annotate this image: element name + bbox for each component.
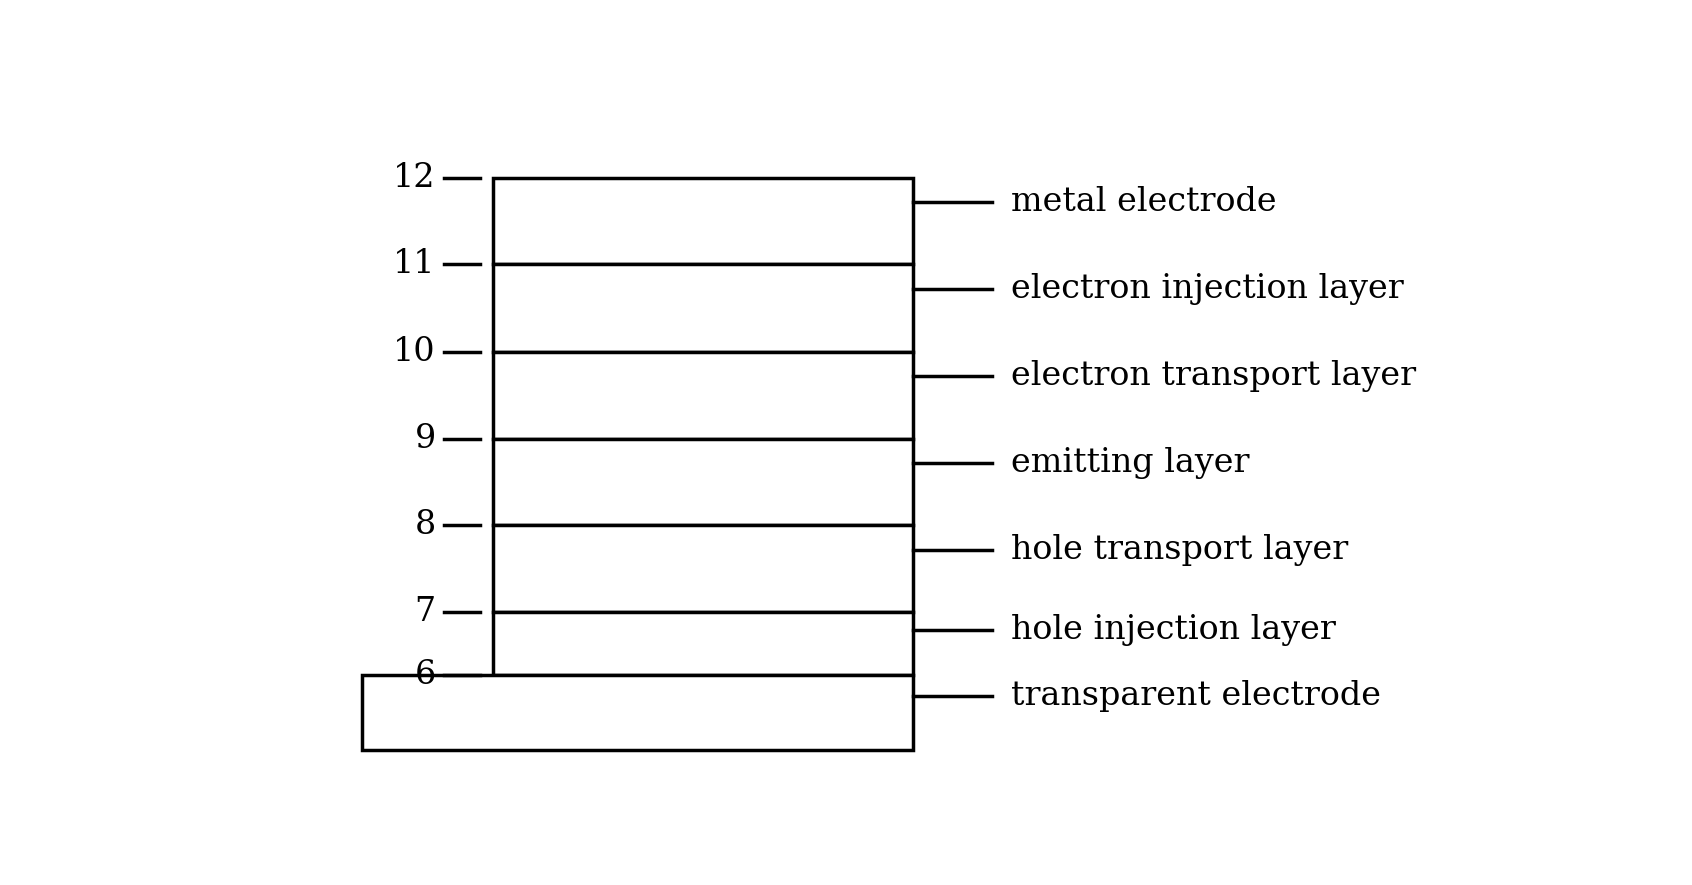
Text: electron transport layer: electron transport layer (1012, 360, 1416, 392)
FancyBboxPatch shape (494, 439, 914, 526)
Text: 7: 7 (415, 596, 437, 627)
FancyBboxPatch shape (494, 526, 914, 612)
Text: 8: 8 (415, 509, 437, 542)
Text: electron injection layer: electron injection layer (1012, 273, 1404, 304)
Text: metal electrode: metal electrode (1012, 186, 1277, 218)
FancyBboxPatch shape (362, 675, 914, 750)
Text: transparent electrode: transparent electrode (1012, 681, 1381, 712)
Text: 11: 11 (393, 249, 437, 281)
Text: 9: 9 (415, 423, 437, 455)
FancyBboxPatch shape (494, 265, 914, 351)
Text: 12: 12 (393, 162, 437, 194)
Text: 6: 6 (415, 659, 437, 691)
FancyBboxPatch shape (494, 351, 914, 439)
Text: emitting layer: emitting layer (1012, 447, 1250, 479)
Text: hole transport layer: hole transport layer (1012, 534, 1349, 566)
FancyBboxPatch shape (494, 178, 914, 265)
FancyBboxPatch shape (494, 612, 914, 675)
Text: 10: 10 (393, 335, 437, 367)
Text: hole injection layer: hole injection layer (1012, 613, 1337, 645)
